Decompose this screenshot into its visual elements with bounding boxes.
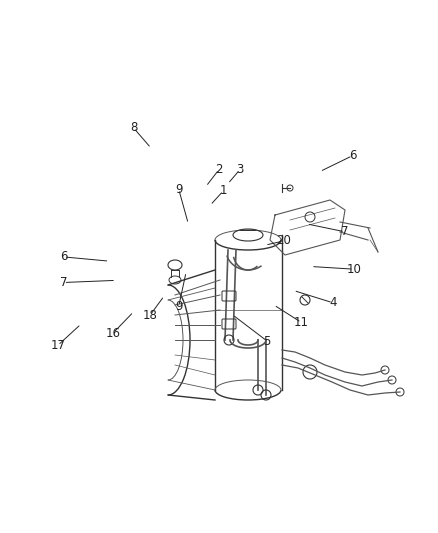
Text: 2: 2 — [215, 163, 223, 176]
Text: 8: 8 — [130, 122, 137, 134]
Text: 10: 10 — [346, 263, 361, 276]
Text: 20: 20 — [276, 235, 291, 247]
Text: 7: 7 — [341, 225, 349, 238]
Text: 9: 9 — [175, 183, 183, 196]
Text: 11: 11 — [294, 316, 309, 329]
Text: 16: 16 — [106, 327, 120, 340]
Text: 7: 7 — [60, 276, 67, 289]
Text: 1: 1 — [219, 184, 227, 197]
Text: 9: 9 — [175, 300, 183, 313]
Text: 18: 18 — [142, 309, 157, 322]
Text: 17: 17 — [50, 339, 65, 352]
Text: 3: 3 — [237, 163, 244, 176]
Text: 6: 6 — [349, 149, 357, 162]
Text: 4: 4 — [329, 296, 337, 309]
Text: 5: 5 — [264, 335, 271, 348]
Text: 6: 6 — [60, 251, 67, 263]
